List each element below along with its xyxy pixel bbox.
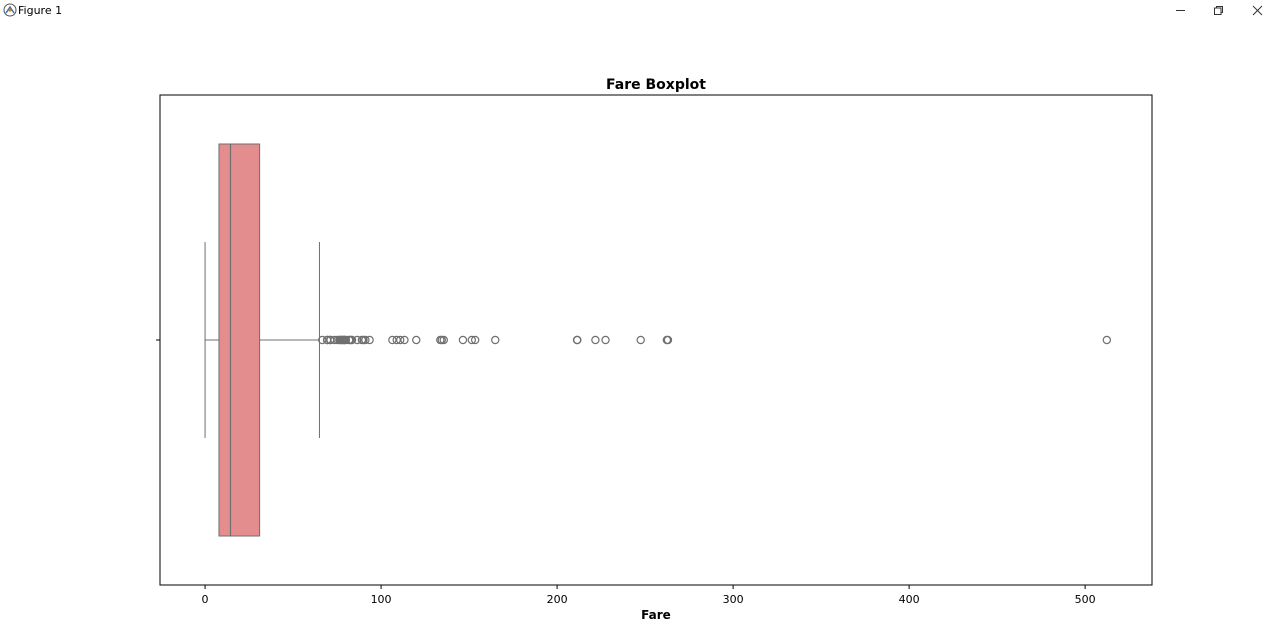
maximize-icon [1214,6,1223,15]
outlier-point [400,335,409,345]
x-axis-label: Fare [641,608,671,622]
fare-boxplot-chart: Fare Boxplot 0 100 200 300 400 500 Fare [156,77,1153,622]
outlier-point [412,335,421,345]
outlier-point [491,335,500,345]
iqr-box [218,143,261,537]
x-tick-label: 300 [723,593,744,606]
x-tick-label: 200 [547,593,568,606]
close-icon [1252,5,1263,16]
outlier-point [361,335,370,345]
outlier-point [347,335,357,345]
outlier-point [458,335,468,345]
outlier-point [388,335,397,345]
x-tick-label: 0 [202,593,209,606]
outlier-point [573,335,582,345]
outlier-point [663,335,673,345]
window-title: Figure 1 [18,4,63,17]
outlier-point [353,335,362,345]
window-titlebar: Figure 1 [0,0,1280,22]
outlier-point [439,335,448,345]
close-button[interactable] [1238,0,1278,22]
x-tick-label: 500 [1075,593,1096,606]
outlier-point [636,335,645,345]
outlier-point [470,335,480,345]
chart-title: Fare Boxplot [606,77,706,93]
outlier-point [365,335,374,345]
outlier-point [601,335,610,345]
outlier-point [591,335,600,345]
outlier-point [467,335,477,345]
outlier-point [341,335,351,345]
maximize-button[interactable] [1199,0,1239,22]
plot-area: 0 100 200 300 400 500 [156,94,1153,606]
figure-app-icon [3,3,17,17]
minimize-button[interactable] [1161,0,1201,22]
x-tick-label: 400 [899,593,920,606]
minimize-icon [1176,10,1185,11]
x-tick-label: 100 [371,593,392,606]
outlier-point [1102,335,1112,345]
outlier-point [396,335,405,345]
